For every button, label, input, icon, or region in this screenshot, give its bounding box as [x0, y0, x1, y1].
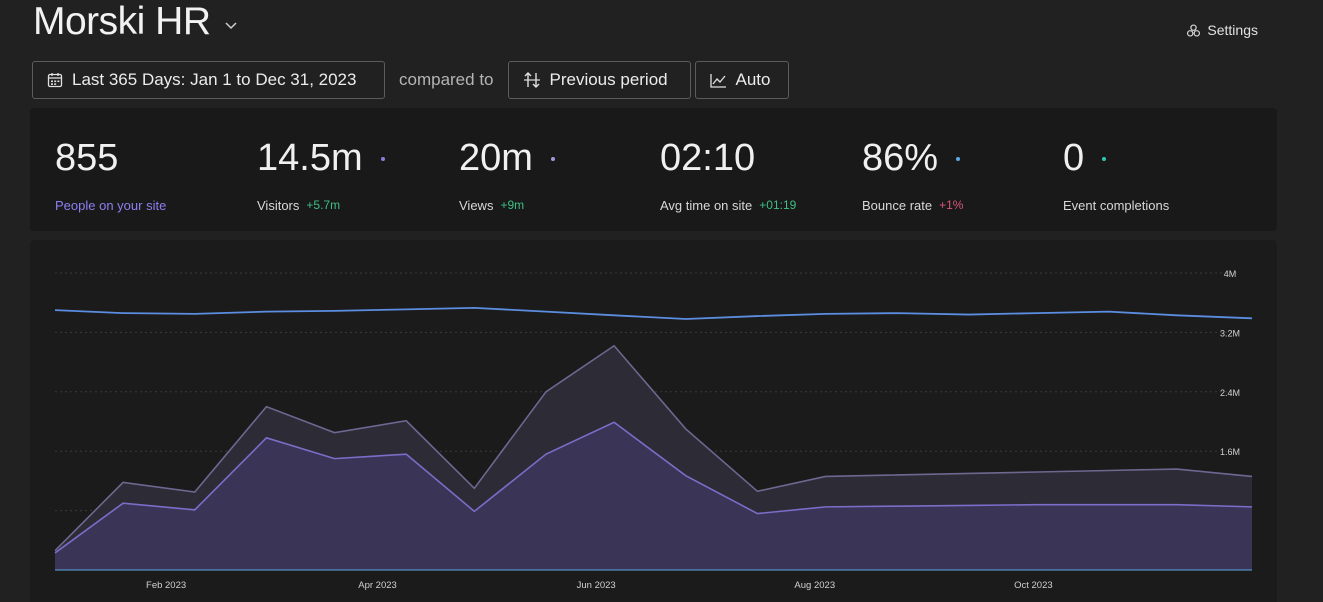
compared-to-label: compared to: [399, 70, 494, 89]
settings-icon: [1187, 23, 1201, 37]
x-tick-label: Apr 2023: [358, 580, 397, 591]
stat-value: 14.5m: [257, 137, 363, 179]
stat-value: 86%: [862, 137, 939, 179]
stat-bounce-rate[interactable]: 86% Bounce rate +1%: [862, 137, 963, 213]
stat-event-completions[interactable]: 0 Event completions: [1063, 137, 1169, 213]
series-dot: [550, 157, 555, 161]
y-tick-label: 2.4M: [1220, 388, 1240, 398]
stat-live-people[interactable]: 855 People on your site: [55, 137, 166, 213]
comparison-label: Previous period: [549, 70, 668, 89]
settings-button[interactable]: Settings: [1186, 22, 1258, 38]
x-tick-label: Jun 2023: [577, 580, 616, 591]
site-title[interactable]: Morski HR: [33, 0, 211, 43]
stat-views[interactable]: 20m Views +9m: [459, 137, 555, 213]
calendar-icon: [47, 73, 63, 88]
x-tick-label: Aug 2023: [794, 580, 835, 591]
stat-label: Bounce rate: [862, 198, 933, 213]
date-range-button[interactable]: Last 365 Days: Jan 1 to Dec 31, 2023: [32, 61, 385, 99]
x-tick-label: Feb 2023: [146, 580, 186, 591]
series-dot: [956, 157, 961, 161]
series-line-1: [54, 344, 1253, 552]
stat-value: 02:10: [660, 137, 756, 179]
series-line-2: [54, 421, 1253, 554]
stat-label: Visitors: [257, 198, 300, 213]
stat-value: 0: [1063, 137, 1085, 179]
swap-arrows-icon: [523, 72, 540, 88]
stat-label: Avg time on site: [660, 198, 753, 213]
stat-delta: +1%: [939, 198, 964, 212]
x-tick-label: Oct 2023: [1014, 580, 1053, 591]
stat-avg-time[interactable]: 02:10 Avg time on site +01:19: [660, 137, 796, 213]
stat-value: 20m: [459, 137, 533, 179]
series-dot: [1102, 157, 1107, 161]
date-range-label: Last 365 Days: Jan 1 to Dec 31, 2023: [72, 70, 357, 89]
interval-label: Auto: [735, 70, 771, 89]
stat-visitors[interactable]: 14.5m Visitors +5.7m: [257, 137, 385, 213]
y-tick-label: 4M: [1224, 269, 1237, 279]
line-chart-icon: [709, 73, 726, 88]
page-header: Morski HR: [33, 0, 239, 44]
stat-label: Views: [459, 198, 494, 213]
stat-delta: +01:19: [759, 198, 797, 212]
series-area-2: [55, 422, 1252, 570]
settings-label: Settings: [1207, 22, 1258, 38]
stat-label: Event completions: [1063, 198, 1170, 213]
y-tick-label: 3.2M: [1220, 328, 1240, 338]
stats-panel: 855 People on your site 14.5m Visitors +5…: [30, 108, 1277, 231]
comparison-button[interactable]: Previous period: [507, 61, 691, 99]
stat-label: People on your site: [55, 198, 167, 213]
series-dot: [380, 157, 385, 161]
stat-delta: +5.7m: [306, 198, 341, 212]
series-line-0: [54, 306, 1253, 320]
interval-button[interactable]: Auto: [694, 61, 789, 99]
toolbar: Last 365 Days: Jan 1 to Dec 31, 2023 com…: [32, 61, 789, 99]
y-tick-label: 1.6M: [1220, 447, 1240, 457]
chevron-down-icon[interactable]: [223, 17, 239, 33]
stat-value: 855: [55, 137, 119, 179]
stat-delta: +9m: [500, 198, 525, 212]
